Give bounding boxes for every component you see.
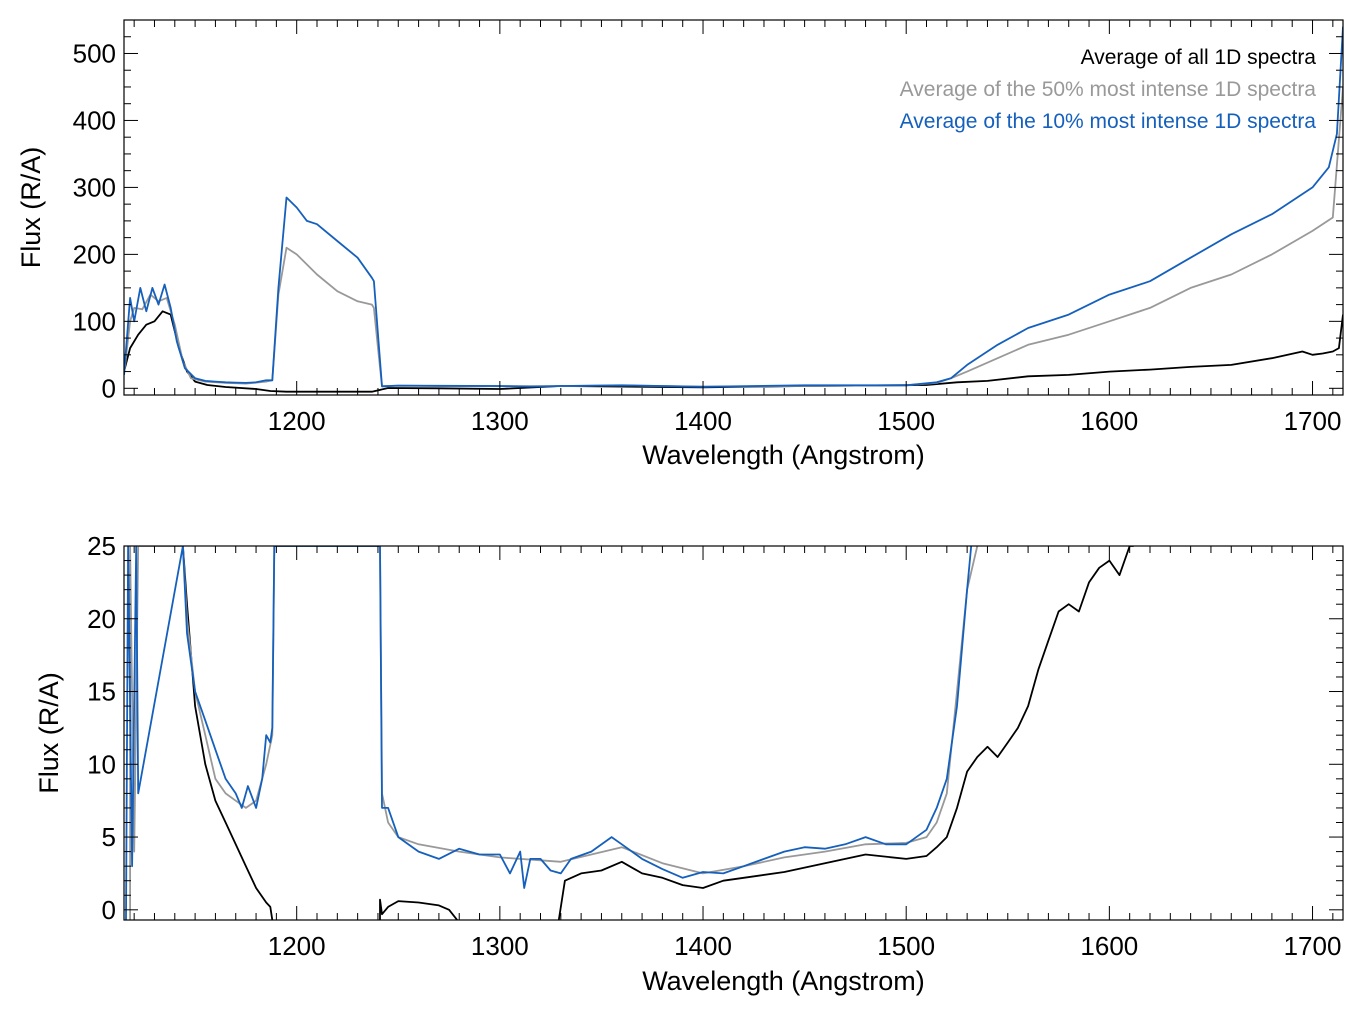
y-tick-label: 400	[73, 105, 116, 135]
x-tick-label: 1400	[674, 406, 732, 436]
series-line-all	[124, 310, 1343, 393]
top-panel: 1200 1300 1400 1500 1600 1700 0 100 200 300 400 500…	[16, 19, 1344, 470]
x-tick-label: 1200	[268, 406, 326, 436]
x-tick-label: 1200	[268, 931, 326, 961]
legend-top10-spectra: Average of the 10% most intense 1D spect…	[900, 110, 1317, 133]
plot-frame	[123, 545, 1344, 921]
series-line-top10	[125, 546, 973, 920]
x-axis-title: Wavelength (Angstrom)	[642, 440, 925, 470]
series-line-all	[379, 898, 458, 920]
y-tick-label: 500	[73, 38, 116, 68]
x-tick-label: 1300	[471, 406, 529, 436]
tick-marks	[124, 19, 1343, 395]
series-line-top50	[124, 86, 1343, 388]
y-tick-label: 0	[102, 373, 116, 403]
x-tick-label: 1700	[1284, 406, 1342, 436]
y-tick-label: 5	[102, 822, 116, 852]
x-tick-label: 1600	[1080, 406, 1138, 436]
y-tick-label: 25	[87, 531, 116, 561]
x-tick-label: 1500	[877, 406, 935, 436]
legend-all-spectra: Average of all 1D spectra	[1081, 46, 1317, 69]
x-axis-title: Wavelength (Angstrom)	[642, 966, 925, 996]
plot-frame	[123, 19, 1344, 396]
series-line-top50	[129, 546, 979, 920]
series-line-all	[557, 546, 1134, 920]
bottom-panel: 1200 1300 1400 1500 1600 1700 0 5 10 15 20 25 Wavele…	[34, 531, 1344, 996]
x-tick-label: 1500	[877, 931, 935, 961]
x-tick-label: 1300	[471, 931, 529, 961]
x-tick-label: 1400	[674, 931, 732, 961]
y-tick-label: 200	[73, 239, 116, 269]
y-tick-label: 100	[73, 306, 116, 336]
y-tick-label: 20	[87, 604, 116, 634]
y-axis-title: Flux (R/A)	[34, 672, 64, 794]
tick-marks	[124, 545, 1343, 920]
x-tick-label: 1700	[1284, 931, 1342, 961]
x-tick-label: 1600	[1080, 931, 1138, 961]
series-line-top10	[124, 26, 1343, 388]
y-axis-title: Flux (R/A)	[16, 147, 46, 269]
legend: Average of all 1D spectra Average of the…	[900, 46, 1317, 133]
series-line-all	[182, 546, 274, 920]
y-tick-label: 300	[73, 172, 116, 202]
y-tick-label: 0	[102, 895, 116, 925]
legend-top50-spectra: Average of the 50% most intense 1D spect…	[900, 78, 1317, 101]
y-tick-label: 15	[87, 677, 116, 707]
series-group	[125, 546, 1134, 920]
y-tick-label: 10	[87, 749, 116, 779]
